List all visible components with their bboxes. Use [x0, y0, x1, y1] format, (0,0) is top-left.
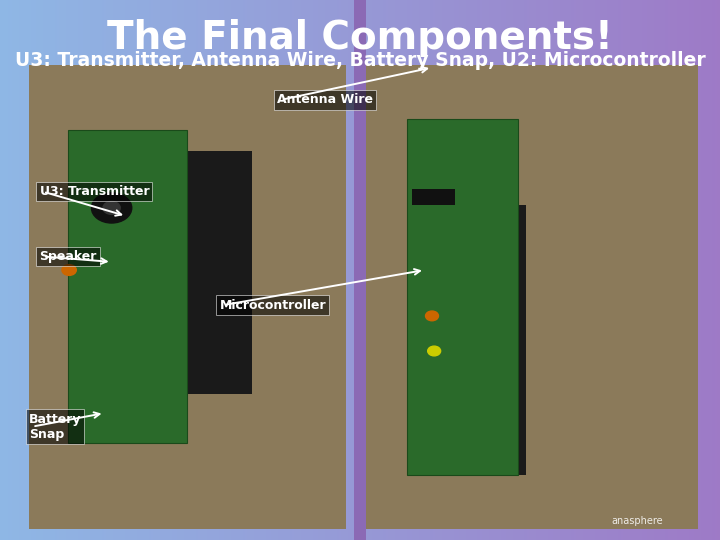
FancyBboxPatch shape [364, 65, 698, 529]
Text: U3: Transmitter, Antenna Wire, Battery Snap, U2: Microcontroller: U3: Transmitter, Antenna Wire, Battery S… [14, 51, 706, 70]
Text: anasphere: anasphere [611, 516, 663, 526]
FancyBboxPatch shape [137, 151, 252, 394]
Circle shape [91, 193, 132, 223]
Text: Antenna Wire: Antenna Wire [277, 93, 373, 106]
Text: Speaker: Speaker [40, 250, 97, 263]
Text: Microcontroller: Microcontroller [220, 299, 326, 312]
Text: Battery
Snap: Battery Snap [29, 413, 81, 441]
FancyBboxPatch shape [68, 130, 187, 443]
Circle shape [62, 265, 76, 275]
FancyBboxPatch shape [412, 189, 455, 205]
FancyBboxPatch shape [354, 0, 366, 540]
Circle shape [428, 346, 441, 356]
FancyBboxPatch shape [407, 119, 518, 475]
Text: The Final Components!: The Final Components! [107, 19, 613, 57]
FancyBboxPatch shape [454, 205, 526, 475]
Circle shape [426, 311, 438, 321]
Circle shape [103, 201, 120, 214]
Text: U3: Transmitter: U3: Transmitter [40, 185, 149, 198]
FancyBboxPatch shape [29, 65, 346, 529]
